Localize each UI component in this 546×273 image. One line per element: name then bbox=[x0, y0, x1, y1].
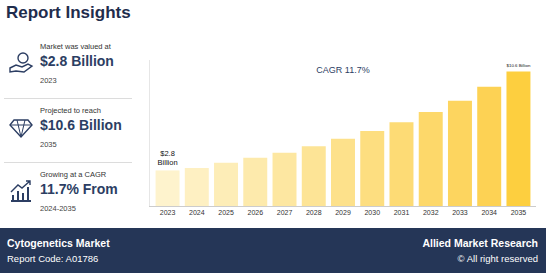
html-text:Projected to reach: Projected to reach bbox=[40, 106, 101, 115]
svg-text:2035: 2035 bbox=[511, 209, 527, 216]
html-text:Report Code: A01786: Report Code: A01786 bbox=[7, 253, 99, 264]
svg-text:2027: 2027 bbox=[277, 209, 293, 216]
svg-text:2023: 2023 bbox=[160, 209, 176, 216]
html-text:© All right reserved: © All right reserved bbox=[457, 253, 538, 264]
html-text:$10.6 Billion: $10.6 Billion bbox=[40, 117, 122, 133]
html-text:Cytogenetics Market: Cytogenetics Market bbox=[7, 237, 110, 249]
html-text:$2.8 Billion: $2.8 Billion bbox=[40, 53, 114, 69]
html-text:Report Insights: Report Insights bbox=[6, 3, 131, 22]
html-text:11.7% From: 11.7% From bbox=[40, 181, 118, 197]
html-text:Allied Market Research: Allied Market Research bbox=[422, 237, 538, 249]
svg-text:2033: 2033 bbox=[452, 209, 468, 216]
svg-text:2034: 2034 bbox=[481, 209, 497, 216]
html-text:Growing at a CAGR: Growing at a CAGR bbox=[40, 170, 107, 179]
svg-text:2029: 2029 bbox=[335, 209, 351, 216]
svg-text:$10.6 Billion: $10.6 Billion bbox=[507, 63, 531, 68]
svg-text:$2.8Billion: $2.8Billion bbox=[158, 149, 178, 168]
svg-text:2032: 2032 bbox=[423, 209, 439, 216]
svg-text:2024: 2024 bbox=[189, 209, 205, 216]
svg-text:2026: 2026 bbox=[247, 209, 263, 216]
svg-text:2025: 2025 bbox=[218, 209, 234, 216]
html-text:2035: 2035 bbox=[40, 140, 57, 149]
svg-text:2030: 2030 bbox=[364, 209, 380, 216]
html-text:Market was valued at: Market was valued at bbox=[40, 42, 111, 51]
svg-text:CAGR 11.7%: CAGR 11.7% bbox=[316, 65, 369, 75]
html-text:2023: 2023 bbox=[40, 76, 57, 85]
html-text:2024-2035: 2024-2035 bbox=[40, 204, 76, 213]
svg-text:2031: 2031 bbox=[394, 209, 410, 216]
svg-text:2028: 2028 bbox=[306, 209, 322, 216]
